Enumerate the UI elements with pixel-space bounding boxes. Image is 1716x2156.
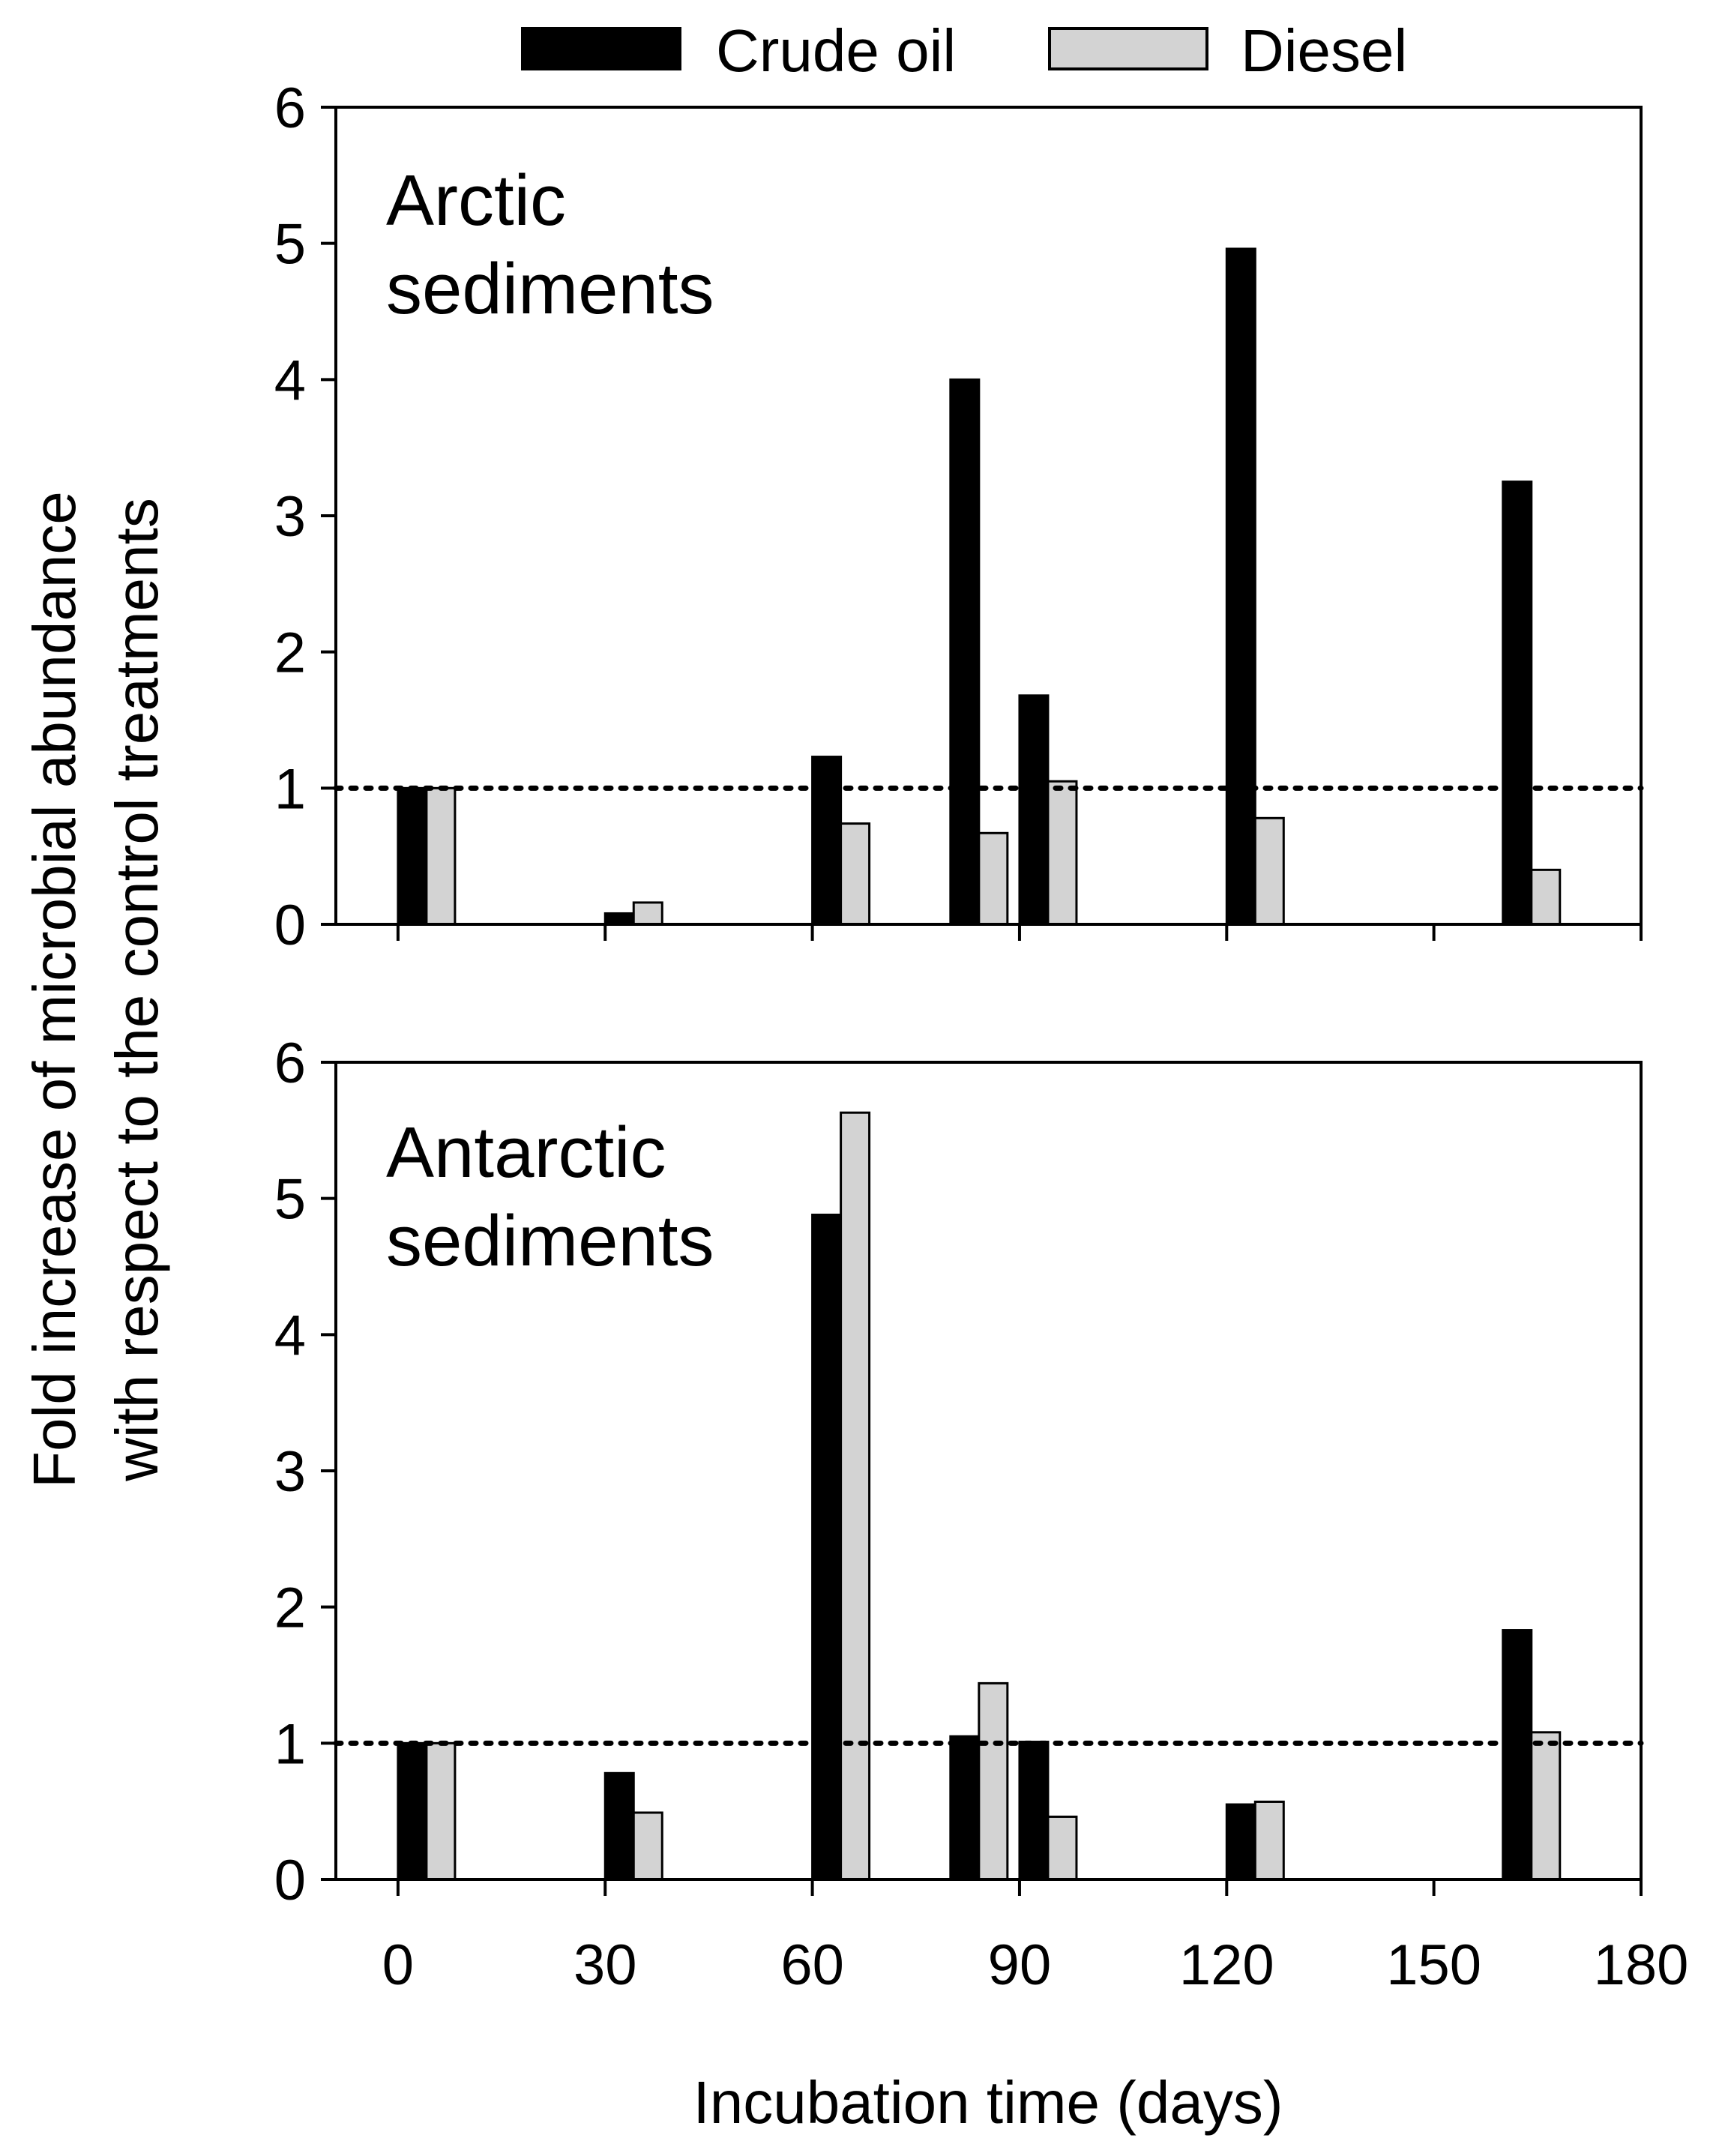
arctic-bar-diesel-day-0 [425,786,457,926]
arctic-bar-crude-oil-day-90 [1018,694,1050,926]
antarctic-bar-crude-oil-day-0 [397,1741,428,1881]
arctic-bar-diesel-day-60 [840,822,871,926]
arctic-panel-label-line1: Arctic [386,160,566,241]
arctic-panel-label-line2: sediments [386,249,714,329]
arctic-bar-crude-oil-day-0 [397,786,428,926]
arctic-bar-diesel-day-80 [978,831,1009,926]
antarctic-bar-diesel-day-120 [1253,1800,1285,1881]
arctic-panel: 0 1 2 3 4 5 6 Arctic sediments [274,76,1644,957]
antarctic-bar-crude-oil-day-160 [1502,1629,1533,1881]
arctic-bar-crude-oil-day-30 [603,912,635,926]
antarctic-bar-diesel-day-60 [840,1111,871,1881]
arctic-bar-crude-oil-day-80 [949,378,981,926]
x-tick-label-150: 150 [1386,1933,1481,1997]
arctic-bar-crude-oil-day-60 [811,756,843,926]
antarctic-bar-crude-oil-day-90 [1018,1741,1050,1881]
antarctic-bar-diesel-day-160 [1530,1731,1562,1881]
antarctic-panel-label-line1: Antarctic [386,1112,666,1193]
arctic-y-tick-label-5: 5 [274,213,306,277]
x-tick-label-0: 0 [382,1933,414,1997]
antarctic-bar-crude-oil-day-60 [811,1213,843,1881]
antarctic-bar-diesel-day-30 [632,1811,663,1881]
legend-label-diesel: Diesel [1241,17,1407,84]
antarctic-y-tick-label-0: 0 [274,1849,306,1912]
arctic-bar-diesel-day-120 [1253,816,1285,926]
legend-swatch-crude-oil [521,27,681,70]
antarctic-y-tick-label-2: 2 [274,1577,306,1640]
arctic-y-tick-label-1: 1 [274,757,306,821]
arctic-y-tick-label-2: 2 [274,621,306,685]
arctic-y-tick-label-4: 4 [274,349,306,412]
x-tick-label-90: 90 [988,1933,1052,1997]
antarctic-bar-diesel-day-80 [978,1681,1009,1881]
antarctic-bar-crude-oil-day-80 [949,1735,981,1881]
antarctic-bar-crude-oil-day-30 [603,1771,635,1881]
arctic-bar-crude-oil-day-120 [1225,247,1256,926]
y-axis-label-line2: with respect to the control treatments [103,498,170,1482]
antarctic-y-tick-label-6: 6 [274,1032,306,1095]
x-tick-label-30: 30 [573,1933,637,1997]
legend-label-crude-oil: Crude oil [716,17,956,84]
arctic-y-tick-label-0: 0 [274,894,306,957]
arctic-plot-frame [334,106,1643,926]
x-tick-label-60: 60 [780,1933,844,1997]
arctic-y-tick-label-6: 6 [274,76,306,140]
antarctic-plot-frame [334,1061,1643,1881]
arctic-y-tick-label-3: 3 [274,485,306,549]
arctic-ticks: 0 1 2 3 4 5 6 [274,76,1643,957]
antarctic-y-tick-label-4: 4 [274,1304,306,1367]
antarctic-panel-label-line2: sediments [386,1201,714,1281]
x-tick-label-120: 120 [1179,1933,1274,1997]
arctic-bars [397,247,1562,926]
antarctic-bar-crude-oil-day-120 [1225,1803,1256,1881]
antarctic-y-tick-label-5: 5 [274,1168,306,1232]
arctic-bar-crude-oil-day-160 [1502,481,1533,926]
legend: Crude oil Diesel [521,17,1407,84]
antarctic-y-tick-label-1: 1 [274,1712,306,1776]
x-axis-label: Incubation time (days) [693,2069,1283,2136]
antarctic-y-tick-label-3: 3 [274,1440,306,1504]
arctic-bar-diesel-day-30 [632,901,663,926]
antarctic-bar-diesel-day-0 [425,1741,457,1881]
x-tick-label-180: 180 [1594,1933,1689,1997]
arctic-bar-diesel-day-160 [1530,868,1562,926]
arctic-bar-diesel-day-90 [1047,780,1078,926]
legend-swatch-diesel [1048,27,1208,70]
y-axis-label-line1: Fold increase of microbial abundance [21,491,88,1488]
antarctic-bar-diesel-day-90 [1047,1815,1078,1881]
